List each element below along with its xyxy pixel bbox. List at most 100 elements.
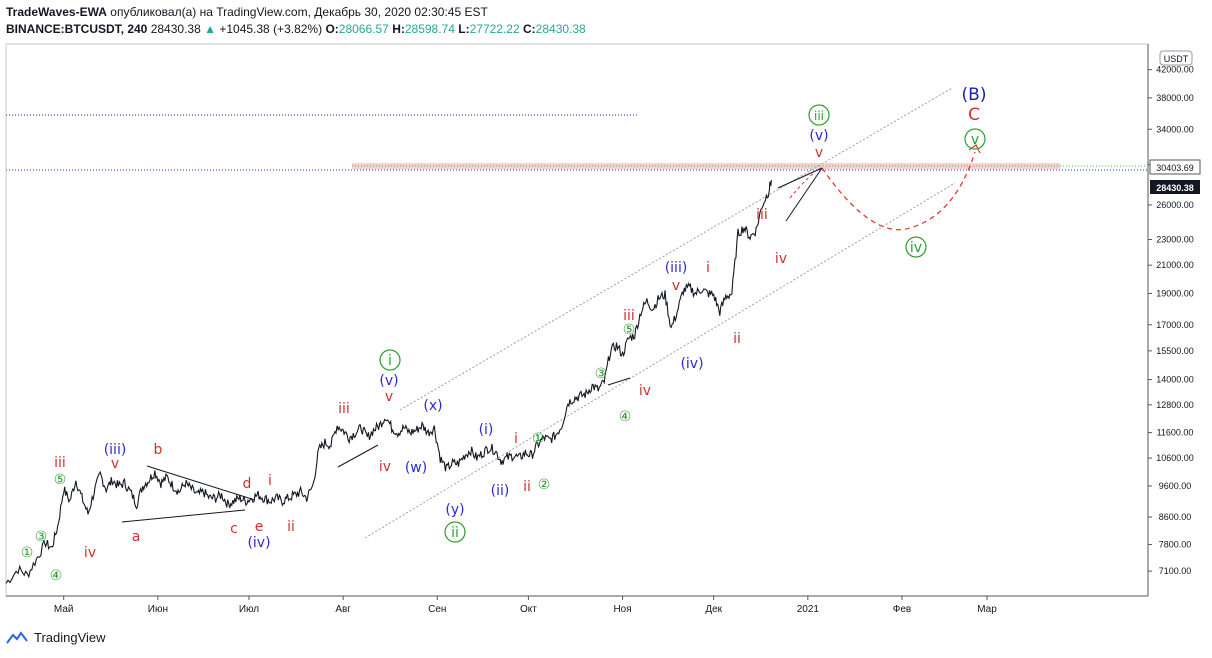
y-tick-label: 11600.00 bbox=[1157, 428, 1194, 438]
x-tick-label: 2021 bbox=[797, 604, 820, 615]
footer-brand[interactable]: TradingView bbox=[6, 630, 106, 645]
wave-label-v-blue-dec[interactable]: (v) bbox=[809, 128, 828, 144]
price-chart[interactable]: 7100.00 7800.00 8600.00 9600.00 10600.00 1160… bbox=[0, 0, 1212, 630]
wave-label-5-green[interactable]: ⑤ bbox=[54, 472, 67, 488]
wave-label-ii-red[interactable]: ii bbox=[287, 519, 295, 535]
high-value: 28598.74 bbox=[404, 22, 455, 36]
wave-label-iii-blue[interactable]: (iii) bbox=[104, 442, 127, 458]
y-tick-label: 23000.00 bbox=[1156, 235, 1194, 245]
resistance-price-label: 30403.69 bbox=[1156, 163, 1194, 173]
x-tick-label: Фев bbox=[893, 604, 911, 615]
wave-label-4-green[interactable]: ④ bbox=[50, 568, 63, 584]
x-tick-label: Ноя bbox=[613, 604, 631, 615]
y-tick-label: 10600.00 bbox=[1156, 453, 1194, 463]
wave-label-b-red[interactable]: b bbox=[154, 442, 163, 458]
x-tick-label: Сен bbox=[428, 604, 446, 615]
wave-label-4-green-oct[interactable]: ④ bbox=[619, 409, 632, 425]
wave-label-iii-green[interactable]: iii bbox=[814, 109, 824, 123]
high-label: H: bbox=[392, 22, 405, 36]
wave-label-i-green[interactable]: i bbox=[388, 353, 392, 369]
wave-label-ii-red-oct[interactable]: ii bbox=[523, 479, 531, 495]
wave-label-iv-red-aug[interactable]: iv bbox=[379, 459, 391, 475]
x-tick-label: Июл bbox=[239, 604, 259, 615]
resistance-price-tag bbox=[1149, 159, 1201, 175]
x-tick-label: Мар bbox=[977, 604, 997, 615]
wave-label-v-blue[interactable]: (v) bbox=[379, 373, 398, 389]
x-tick-label: Дек bbox=[705, 604, 722, 615]
wave-label-iv-red-dec[interactable]: iv bbox=[775, 251, 787, 267]
last-price-tag bbox=[1150, 180, 1200, 194]
wave-label-c-red[interactable]: c bbox=[230, 521, 238, 537]
wave-label-v-red-dec[interactable]: v bbox=[815, 145, 823, 161]
wave-label-ii-green[interactable]: ii bbox=[451, 525, 459, 541]
y-tick-label: 9600.00 bbox=[1159, 481, 1192, 491]
currency-label: USDT bbox=[1164, 54, 1189, 64]
brand-name: TradingView bbox=[34, 630, 106, 645]
wave-label-C-red[interactable]: C bbox=[968, 105, 980, 125]
wave-label-v-green[interactable]: v bbox=[971, 132, 979, 148]
wave-label-e-red[interactable]: e bbox=[255, 519, 264, 535]
y-tick-label: 8600.00 bbox=[1159, 512, 1192, 522]
wave-labels: ① ③ ④ ⑤ iii iv (iii) v b a c d e i ii (i… bbox=[21, 85, 987, 584]
channel-lower-line bbox=[364, 182, 956, 539]
wave-label-3-green-oct[interactable]: ③ bbox=[595, 366, 608, 382]
wave-label-y-blue[interactable]: (y) bbox=[445, 502, 464, 518]
symbol-info: BINANCE:BTCUSDT, 240 28430.38 ▲ +1045.38… bbox=[6, 22, 586, 36]
wave-label-w-blue[interactable]: (w) bbox=[405, 460, 427, 476]
wave-label-v-red-nov[interactable]: v bbox=[672, 278, 680, 294]
y-tick-label: 26000.00 bbox=[1156, 200, 1194, 210]
price-line bbox=[5, 179, 772, 584]
y-tick-label: 34000.00 bbox=[1156, 124, 1194, 134]
author-name[interactable]: TradeWaves-EWA bbox=[6, 5, 107, 19]
wave-label-i-blue[interactable]: (i) bbox=[479, 422, 494, 438]
channel-upper-line bbox=[399, 87, 953, 411]
wave-label-B-blue[interactable]: (B) bbox=[962, 85, 987, 105]
wave-label-iii-red-aug[interactable]: iii bbox=[338, 401, 350, 417]
wave-label-iii-red[interactable]: iii bbox=[54, 455, 66, 471]
price-axis-ticks: 7100.00 7800.00 8600.00 9600.00 10600.00 1160… bbox=[1148, 65, 1194, 576]
price-change: +1045.38 (+3.82%) bbox=[219, 22, 323, 36]
wave-label-3-green[interactable]: ③ bbox=[35, 529, 48, 545]
wave-label-v-red[interactable]: v bbox=[111, 456, 119, 472]
x-tick-label: Авг bbox=[335, 604, 351, 615]
wave-label-1-green-oct[interactable]: ① bbox=[532, 431, 545, 447]
last-price: 28430.38 bbox=[150, 22, 201, 36]
wave-label-d-red[interactable]: d bbox=[243, 476, 252, 492]
wave-circle-i-green bbox=[379, 349, 401, 371]
wave-label-1-green[interactable]: ① bbox=[21, 545, 34, 561]
x-tick-label: Окт bbox=[520, 604, 537, 615]
wave-label-i-red[interactable]: i bbox=[268, 473, 272, 489]
published-text: опубликовал(а) на TradingView.com, Декаб… bbox=[110, 5, 488, 19]
y-tick-label: 7800.00 bbox=[1159, 540, 1192, 550]
triangle-upper-line bbox=[146, 465, 256, 501]
wedge-line-oct bbox=[607, 377, 631, 386]
y-tick-label: 42000.00 bbox=[1156, 65, 1194, 75]
wave-label-iii-red-dec[interactable]: iii bbox=[756, 207, 768, 223]
chart-frame bbox=[5, 43, 1149, 597]
wave-label-i-red-dec[interactable]: i bbox=[706, 260, 710, 276]
wave-label-v-red-aug[interactable]: v bbox=[385, 389, 393, 405]
wave-label-ii-red-dec[interactable]: ii bbox=[733, 331, 741, 347]
symbol-name: BINANCE:BTCUSDT, 240 bbox=[6, 22, 148, 36]
wave-label-a-red[interactable]: a bbox=[132, 529, 141, 545]
wave-label-x-blue[interactable]: (x) bbox=[423, 398, 442, 414]
change-arrow-icon: ▲ bbox=[204, 22, 216, 36]
currency-badge[interactable] bbox=[1159, 50, 1193, 66]
wave-label-iv-blue[interactable]: (iv) bbox=[247, 535, 270, 551]
wave-label-2-green-oct[interactable]: ② bbox=[538, 477, 551, 493]
wave-label-ii-blue[interactable]: (ii) bbox=[491, 483, 510, 499]
wave-label-iii-blue-nov[interactable]: (iii) bbox=[665, 260, 688, 276]
wave-label-iv-green[interactable]: iv bbox=[910, 240, 922, 256]
wave-circle-iii-green bbox=[808, 104, 830, 126]
y-tick-label: 15500.00 bbox=[1156, 346, 1194, 356]
wave-circle-ii-green bbox=[444, 521, 466, 543]
wave-label-iv-red[interactable]: iv bbox=[84, 545, 96, 561]
wedge-line-dec-top bbox=[777, 167, 823, 189]
wave-label-5-green-oct[interactable]: ⑤ bbox=[623, 322, 636, 338]
close-label: C: bbox=[523, 22, 536, 36]
wave-label-i-red-oct[interactable]: i bbox=[514, 431, 518, 447]
wave-label-iii-red-nov[interactable]: iii bbox=[623, 308, 635, 324]
y-tick-label: 7100.00 bbox=[1159, 566, 1192, 576]
wave-label-iv-red-nov[interactable]: iv bbox=[639, 383, 651, 399]
wave-label-iv-blue-nov[interactable]: (iv) bbox=[680, 356, 703, 372]
